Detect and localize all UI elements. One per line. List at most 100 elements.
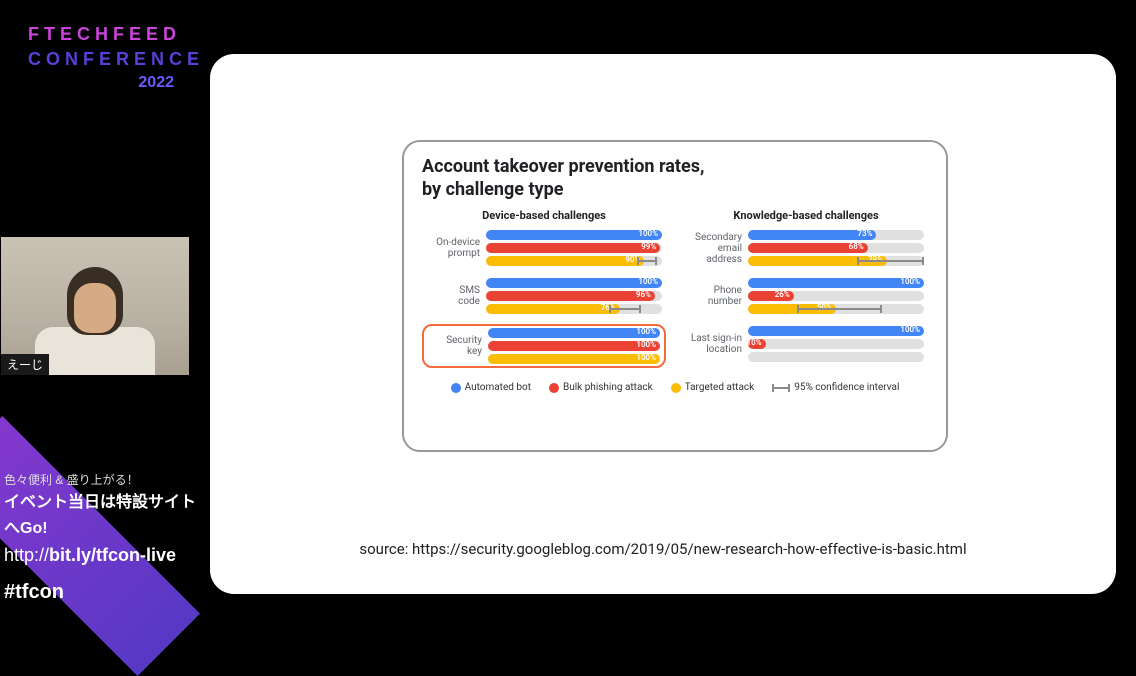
chart-row-label: Last sign-inlocation	[688, 333, 748, 355]
logo-year: 2022	[28, 74, 210, 92]
bar-value-label: 10%	[747, 338, 762, 347]
promo-url: http://bit.ly/tfcon-live	[4, 541, 210, 570]
presenter-name-label: えーじ	[1, 354, 49, 375]
logo-line-1: FTECHFEED	[28, 24, 210, 45]
bar-value-label: 100%	[638, 277, 658, 286]
legend-dot-yellow	[671, 383, 681, 393]
bar-value-label: 100%	[636, 327, 656, 336]
bar-value-label: 96%	[636, 290, 651, 299]
chart-row-label: On-deviceprompt	[426, 237, 486, 259]
bar-track	[748, 352, 924, 362]
knowledge-challenges-column: Knowledge-based challenges Secondaryemai…	[684, 209, 928, 376]
bar-fill-yellow: 90%	[486, 256, 644, 266]
promo-line-2: イベント当日は特設サイトへGo!	[4, 490, 210, 541]
bar-track: 100%	[488, 341, 660, 351]
chart-row: Last sign-inlocation 100% 10%	[684, 324, 928, 364]
conference-logo: FTECHFEED CONFERENCE 2022	[0, 0, 210, 92]
bar-value-label: 26%	[775, 290, 790, 299]
chart-body: Device-based challenges On-deviceprompt1…	[422, 209, 928, 376]
chart-row-label: Securitykey	[428, 335, 488, 357]
bar-track: 100%	[486, 230, 662, 240]
bar-value-label: 73%	[857, 229, 872, 238]
chart-legend: Automated bot Bulk phishing attack Targe…	[422, 382, 928, 393]
bar-value-label: 100%	[900, 325, 920, 334]
col-header-device: Device-based challenges	[422, 209, 666, 222]
bar-fill-blue: 100%	[486, 230, 662, 240]
bar-track: 68%	[748, 243, 924, 253]
bar-fill-red: 96%	[486, 291, 655, 301]
presentation-slide: Account takeover prevention rates, by ch…	[210, 54, 1116, 594]
chart-row: Securitykey 100% 100% 100%	[422, 324, 666, 368]
sidebar: FTECHFEED CONFERENCE 2022 えーじ 色々便利 & 盛り上…	[0, 0, 210, 636]
bar-value-label: 100%	[636, 353, 656, 362]
legend-confidence-interval: 95% confidence interval	[772, 382, 899, 393]
bar-track: 76%	[486, 304, 662, 314]
bar-fill-blue: 73%	[748, 230, 876, 240]
bar-value-label: 100%	[900, 277, 920, 286]
bars-stack: 100% 10%	[748, 326, 924, 362]
chart-card: Account takeover prevention rates, by ch…	[402, 140, 948, 452]
bar-track: 26%	[748, 291, 924, 301]
confidence-interval-marker	[857, 260, 924, 262]
bar-fill-red: 68%	[748, 243, 868, 253]
bar-fill-blue: 100%	[748, 326, 924, 336]
bars-stack: 100% 96% 76%	[486, 278, 662, 314]
bar-fill-blue: 100%	[488, 328, 660, 338]
bar-value-label: 100%	[636, 340, 656, 349]
promo-hashtag: #tfcon	[4, 576, 210, 608]
bar-track: 100%	[748, 278, 924, 288]
chart-row: Secondaryemail address 73% 68% 79%	[684, 228, 928, 268]
bar-fill-red: 100%	[488, 341, 660, 351]
promo-url-domain: bit.ly/tfcon-live	[49, 545, 176, 565]
bar-value-label: 100%	[638, 229, 658, 238]
legend-targeted-attack: Targeted attack	[671, 382, 755, 393]
bar-value-label: 99%	[641, 242, 656, 251]
bars-stack: 100% 100% 100%	[488, 328, 660, 364]
legend-bulk-phishing: Bulk phishing attack	[549, 382, 653, 393]
chart-row: On-deviceprompt 100% 99% 90%	[422, 228, 666, 268]
promo-line-1: 色々便利 & 盛り上がる！	[4, 471, 210, 490]
chart-row: SMScode 100% 96% 76%	[422, 276, 666, 316]
bar-fill-yellow: 76%	[486, 304, 620, 314]
bar-track: 73%	[748, 230, 924, 240]
legend-dot-blue	[451, 383, 461, 393]
promo-url-prefix: http://	[4, 545, 49, 565]
presenter-webcam[interactable]: えーじ	[0, 236, 190, 376]
chart-row-label: Secondaryemail address	[688, 232, 748, 265]
col-header-knowledge: Knowledge-based challenges	[684, 209, 928, 222]
bar-track: 90%	[486, 256, 662, 266]
bar-track: 100%	[488, 354, 660, 364]
confidence-interval-marker	[797, 308, 881, 310]
legend-automated-bot: Automated bot	[451, 382, 531, 393]
bar-track: 100%	[488, 328, 660, 338]
confidence-interval-marker	[637, 260, 656, 262]
legend-dot-red	[549, 383, 559, 393]
bar-track: 50%	[748, 304, 924, 314]
bar-track: 10%	[748, 339, 924, 349]
bars-stack: 100% 99% 90%	[486, 230, 662, 266]
bar-fill-red: 99%	[486, 243, 660, 253]
device-challenges-column: Device-based challenges On-deviceprompt1…	[422, 209, 666, 376]
promo-block: 色々便利 & 盛り上がる！ イベント当日は特設サイトへGo! http://bi…	[4, 471, 210, 608]
bars-stack: 100% 26% 50%	[748, 278, 924, 314]
chart-row-label: SMScode	[426, 285, 486, 307]
logo-line-2: CONFERENCE	[28, 49, 210, 70]
chart-title: Account takeover prevention rates, by ch…	[422, 156, 928, 201]
bar-value-label: 68%	[849, 242, 864, 251]
bar-track: 100%	[748, 326, 924, 336]
bar-fill-blue: 100%	[486, 278, 662, 288]
bars-stack: 73% 68% 79%	[748, 230, 924, 266]
legend-ci-icon	[772, 387, 790, 389]
bar-track: 99%	[486, 243, 662, 253]
bar-track: 100%	[486, 278, 662, 288]
bar-track: 96%	[486, 291, 662, 301]
bar-fill-red: 10%	[748, 339, 766, 349]
chart-row: Phonenumber 100% 26% 50%	[684, 276, 928, 316]
bar-fill-red: 26%	[748, 291, 794, 301]
source-citation: source: https://security.googleblog.com/…	[210, 540, 1116, 558]
confidence-interval-marker	[609, 308, 641, 310]
bar-fill-yellow: 100%	[488, 354, 660, 364]
chart-row-label: Phonenumber	[688, 285, 748, 307]
bar-fill-blue: 100%	[748, 278, 924, 288]
bar-track: 79%	[748, 256, 924, 266]
